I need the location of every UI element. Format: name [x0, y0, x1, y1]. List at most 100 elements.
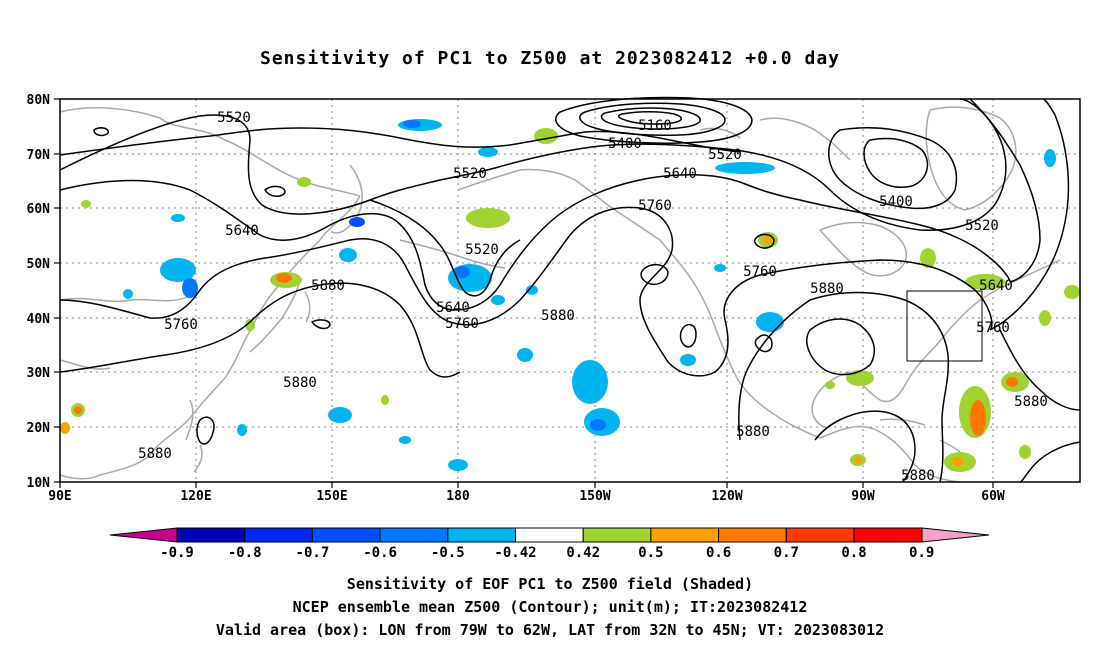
contour-label: 5760: [976, 320, 1010, 336]
shade-neg: [714, 264, 726, 272]
colorbar-label: -0.9: [160, 545, 194, 561]
coast-greenland: [925, 106, 1017, 211]
lon-label: 150W: [579, 489, 610, 504]
contour-small-ring7: [311, 319, 331, 330]
colorbar-label: -0.5: [431, 545, 465, 561]
colorbar-cell: [853, 527, 923, 543]
lat-label: 10N: [27, 476, 51, 491]
shade-pos: [825, 381, 835, 389]
shade-pos: [60, 422, 70, 434]
contour-5640: [59, 174, 1011, 311]
shade-neg: [237, 424, 247, 436]
contour-5880-inner: [806, 318, 876, 376]
z500-contours: [59, 96, 1081, 483]
axis-ticks: [54, 98, 994, 488]
lon-label: 180: [446, 489, 470, 504]
contour-5520: [59, 98, 1007, 231]
colorbar-cell: [447, 527, 516, 543]
contour-5160-ring1: [555, 96, 753, 144]
shade-neg: [339, 248, 357, 262]
shade-neg: [572, 360, 608, 404]
shade-pos: [1006, 377, 1018, 387]
contour-label: 5880: [736, 424, 770, 440]
contour-label: 5400: [879, 194, 913, 210]
coast-central-america: [819, 425, 961, 483]
lon-label: 90E: [48, 489, 71, 504]
colorbar-cell: [582, 527, 652, 543]
shade-pos: [920, 248, 936, 268]
coast-aleutians: [399, 239, 506, 269]
shade-neg: [491, 295, 505, 305]
contour-5760: [59, 206, 993, 377]
colorbar: -0.9 -0.8 -0.7 -0.6 -0.5 -0.42 0.42 0.5 0.6 0.7 0.…: [109, 527, 990, 561]
shade-neg: [171, 214, 185, 222]
colorbar-cells: [176, 527, 923, 543]
contour-5280-east: [863, 137, 929, 188]
colorbar-high-arrow: [921, 527, 990, 543]
shade-pos: [381, 395, 389, 405]
colorbar-label: 0.8: [841, 545, 866, 561]
contour-5160-ring4: [617, 111, 682, 125]
caption-line-2: NCEP ensemble mean Z500 (Contour); unit(…: [292, 598, 808, 616]
shade-pos: [952, 457, 964, 467]
contour-label: 5880: [311, 278, 345, 294]
lat-label: 60N: [27, 202, 51, 217]
contour-label: 5520: [965, 218, 999, 234]
contour-label: 5400: [608, 136, 642, 152]
shade-neg: [680, 354, 696, 366]
colorbar-cell: [515, 527, 584, 543]
contour-label: 5880: [810, 281, 844, 297]
contour-labels: 5520 5160 5400 5520 5520 5640 5760 5400 …: [138, 110, 1048, 484]
contour-small-ring4: [679, 323, 697, 348]
colorbar-cell: [785, 527, 855, 543]
coast-alaska: [457, 168, 661, 241]
shade-pos: [965, 274, 1005, 290]
shade-neg: [448, 264, 492, 292]
lon-label: 120E: [180, 489, 211, 504]
shade-neg: [349, 217, 365, 227]
contour-5400-east: [828, 126, 958, 210]
map-panel: 5520 5160 5400 5520 5520 5640 5760 5400 …: [59, 96, 1081, 484]
contour-5160-ring3: [600, 107, 701, 130]
contour-label: 5880: [541, 308, 575, 324]
shade-neg: [160, 258, 196, 282]
colorbar-cell: [176, 527, 246, 543]
contour-label: 5640: [225, 223, 259, 239]
shade-neg: [1044, 149, 1056, 167]
shade-pos: [297, 177, 311, 187]
lat-label: 30N: [27, 366, 51, 381]
contour-label: 5880: [138, 446, 172, 462]
coast-gulf-mexico: [811, 371, 851, 429]
colorbar-label: -0.7: [296, 545, 330, 561]
shade-neg: [399, 436, 411, 444]
contour-5640-north: [969, 98, 1041, 283]
contour-small-ring3: [640, 263, 669, 286]
contour-label: 5520: [217, 110, 251, 126]
shade-pos: [1019, 445, 1031, 459]
negative-sensitivity-patches: [123, 119, 1056, 471]
shade-neg: [123, 289, 133, 299]
shade-pos: [846, 370, 874, 386]
coast-asia-interior: [59, 295, 191, 370]
contour-label: 5520: [465, 242, 499, 258]
latitude-labels: 80N 70N 60N 50N 40N 30N 20N 10N: [27, 93, 51, 491]
shade-pos: [1064, 285, 1080, 299]
contour-small-ring5: [753, 233, 775, 249]
lat-label: 70N: [27, 148, 51, 163]
longitude-labels: 90E 120E 150E 180 150W 120W 90W 60W: [48, 489, 1005, 504]
contour-5520b: [369, 199, 521, 297]
colorbar-labels: -0.9 -0.8 -0.7 -0.6 -0.5 -0.42 0.42 0.5 0.6 0.7 0.…: [160, 545, 934, 561]
shade-pos: [245, 319, 255, 331]
colorbar-label: -0.8: [228, 545, 262, 561]
colorbar-label: -0.42: [494, 545, 536, 561]
shade-pos: [81, 200, 91, 208]
contour-5760-north: [989, 98, 1070, 331]
valid-area-box: [906, 290, 983, 362]
coast-north-america-west: [659, 239, 821, 439]
lon-label: 150E: [316, 489, 347, 504]
coast-asia-east: [59, 195, 361, 480]
contour-5880: [59, 282, 461, 378]
colorbar-cell: [311, 527, 381, 543]
shade-neg: [328, 407, 352, 423]
lat-label: 40N: [27, 312, 51, 327]
